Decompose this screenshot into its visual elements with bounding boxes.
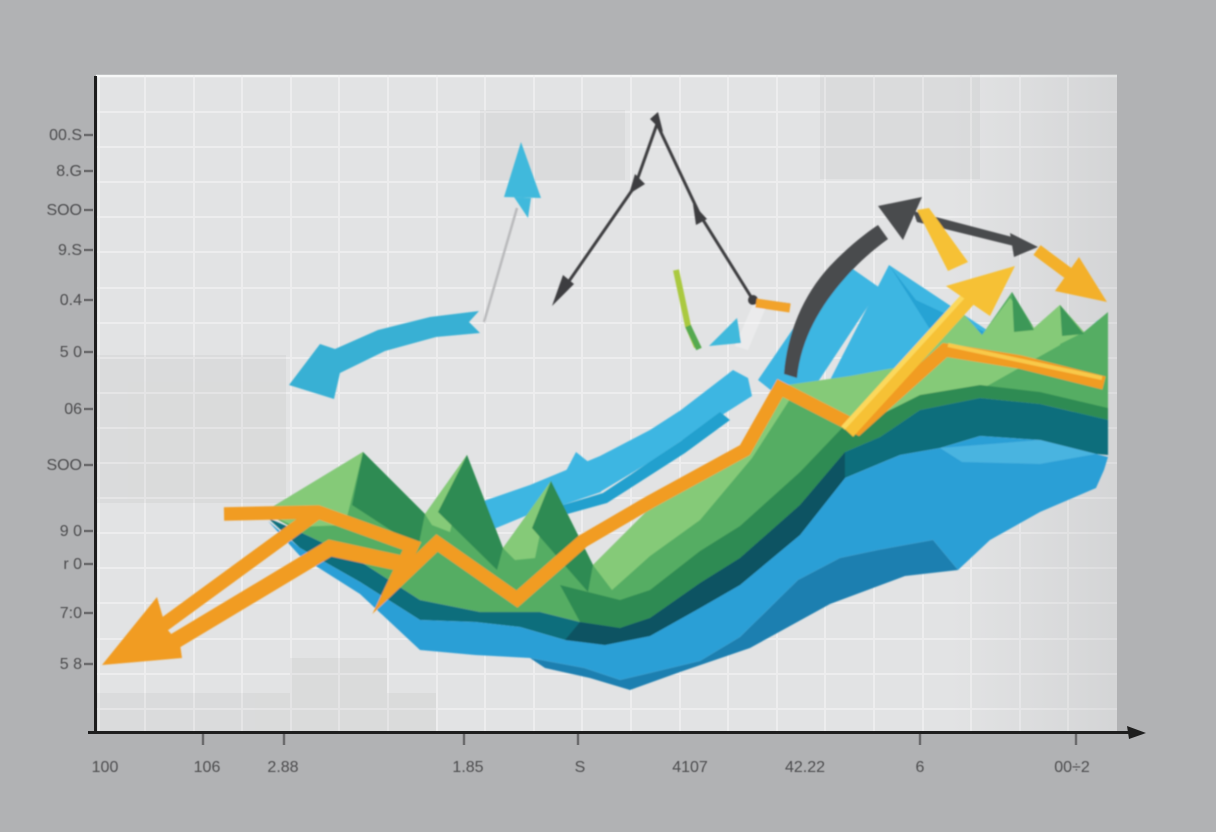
svg-text:06: 06 bbox=[64, 401, 82, 418]
svg-text:5 8: 5 8 bbox=[60, 656, 82, 673]
svg-text:00÷2: 00÷2 bbox=[1054, 759, 1090, 776]
svg-text:42.22: 42.22 bbox=[785, 759, 825, 776]
svg-text:9 0: 9 0 bbox=[60, 523, 82, 540]
svg-text:r 0: r 0 bbox=[63, 556, 82, 573]
svg-text:2.88: 2.88 bbox=[267, 759, 298, 776]
svg-text:9.S: 9.S bbox=[58, 242, 82, 259]
svg-text:8.G: 8.G bbox=[56, 163, 82, 180]
svg-text:7:0: 7:0 bbox=[60, 605, 82, 622]
svg-text:1.85: 1.85 bbox=[452, 759, 483, 776]
svg-text:100: 100 bbox=[92, 759, 119, 776]
svg-text:SOO: SOO bbox=[46, 457, 82, 474]
svg-text:SOO: SOO bbox=[46, 202, 82, 219]
svg-text:S: S bbox=[575, 759, 586, 776]
svg-text:5 0: 5 0 bbox=[60, 344, 82, 361]
svg-text:106: 106 bbox=[194, 759, 221, 776]
svg-text:4107: 4107 bbox=[672, 759, 708, 776]
svg-text:6: 6 bbox=[916, 759, 925, 776]
svg-text:00.S: 00.S bbox=[49, 127, 82, 144]
svg-text:0.4: 0.4 bbox=[60, 292, 82, 309]
